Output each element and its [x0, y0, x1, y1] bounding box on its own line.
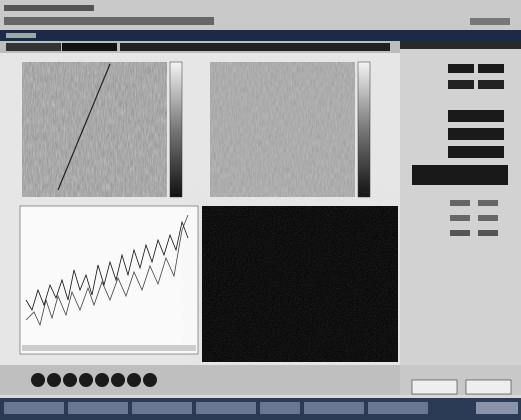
button[interactable]: [466, 380, 511, 394]
field[interactable]: [448, 110, 504, 122]
tab[interactable]: [62, 43, 117, 51]
taskbar-item[interactable]: [304, 402, 364, 414]
field[interactable]: [448, 128, 504, 140]
table-cell: [478, 230, 498, 236]
button[interactable]: [412, 380, 457, 394]
taskbar-item[interactable]: [260, 402, 300, 414]
toolbar-icons[interactable]: [4, 17, 214, 25]
tab-strip: [120, 43, 390, 51]
plot-panel: [20, 206, 198, 354]
image-texture: [22, 62, 167, 197]
table-cell: [478, 200, 498, 206]
table-cell: [450, 200, 470, 206]
system-tray: [476, 402, 518, 414]
control-button[interactable]: [63, 373, 77, 387]
taskbar-item[interactable]: [132, 402, 192, 414]
colorbar: [170, 62, 182, 197]
control-button[interactable]: [47, 373, 61, 387]
table-cell: [450, 230, 470, 236]
screen: [0, 0, 521, 420]
table-cell: [478, 215, 498, 221]
title-text-block: [6, 33, 36, 38]
page: [0, 0, 521, 420]
taskbar-item[interactable]: [68, 402, 128, 414]
menu-bar[interactable]: [4, 5, 94, 11]
control-button[interactable]: [95, 373, 109, 387]
toolbar-icons-right[interactable]: [470, 18, 510, 25]
field[interactable]: [448, 146, 504, 158]
side-panel-header: [400, 41, 521, 49]
field[interactable]: [478, 80, 504, 89]
status-box: [412, 165, 508, 185]
dark-panel-texture: [202, 206, 398, 362]
control-button[interactable]: [143, 373, 157, 387]
control-button[interactable]: [31, 373, 45, 387]
field[interactable]: [478, 64, 504, 73]
field[interactable]: [448, 80, 474, 89]
taskbar-item[interactable]: [368, 402, 428, 414]
plot-axis: [22, 345, 196, 351]
title-bar: [0, 30, 521, 41]
table-cell: [450, 215, 470, 221]
field[interactable]: [448, 64, 474, 73]
colorbar: [358, 62, 370, 197]
tab[interactable]: [6, 43, 61, 51]
control-button[interactable]: [79, 373, 93, 387]
taskbar-item[interactable]: [4, 402, 64, 414]
control-button[interactable]: [111, 373, 125, 387]
image-texture: [210, 62, 355, 197]
control-button[interactable]: [127, 373, 141, 387]
taskbar-item[interactable]: [196, 402, 256, 414]
menu-area: [0, 0, 521, 30]
